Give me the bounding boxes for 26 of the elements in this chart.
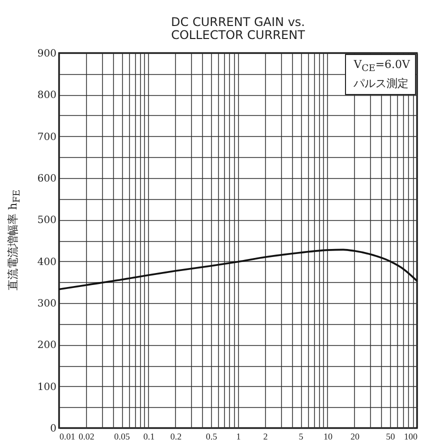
y-tick-label: 300 (37, 298, 56, 310)
x-tick-label: 0.1 (143, 432, 155, 442)
y-tick-label: 0 (50, 424, 56, 434)
x-tick-label: 10 (324, 432, 333, 442)
x-tick-label: 1 (236, 432, 241, 442)
x-tick-label: 2 (263, 432, 268, 442)
x-tick-label: 0.05 (114, 432, 130, 442)
y-tick-label: 200 (37, 340, 56, 352)
y-tick-label: 600 (37, 174, 56, 184)
y-tick-label: 700 (37, 132, 56, 143)
chart-title: DC CURRENT GAIN vs. COLLECTOR CURRENT (171, 15, 306, 42)
y-tick-label: 900 (37, 48, 56, 60)
y-tick-label: 400 (37, 256, 56, 268)
x-tick-label: 0.2 (170, 432, 182, 442)
y-tick-label: 800 (37, 90, 56, 102)
x-tick-label: 20 (350, 432, 360, 442)
x-tick-label: 50 (386, 432, 396, 442)
x-tick-label: 5 (298, 432, 304, 442)
annotation: パルス測定 (354, 76, 410, 92)
annotation: V$_{CE}$=6.0V (354, 57, 410, 76)
x-tick-label: 0.02 (78, 432, 94, 442)
x-tick-label: 0.5 (206, 432, 218, 442)
y-tick-label: 500 (37, 215, 56, 226)
y-tick-label: 100 (37, 382, 56, 393)
x-tick-label: 0.01 (60, 432, 76, 442)
x-tick-label: 100 (404, 432, 418, 442)
